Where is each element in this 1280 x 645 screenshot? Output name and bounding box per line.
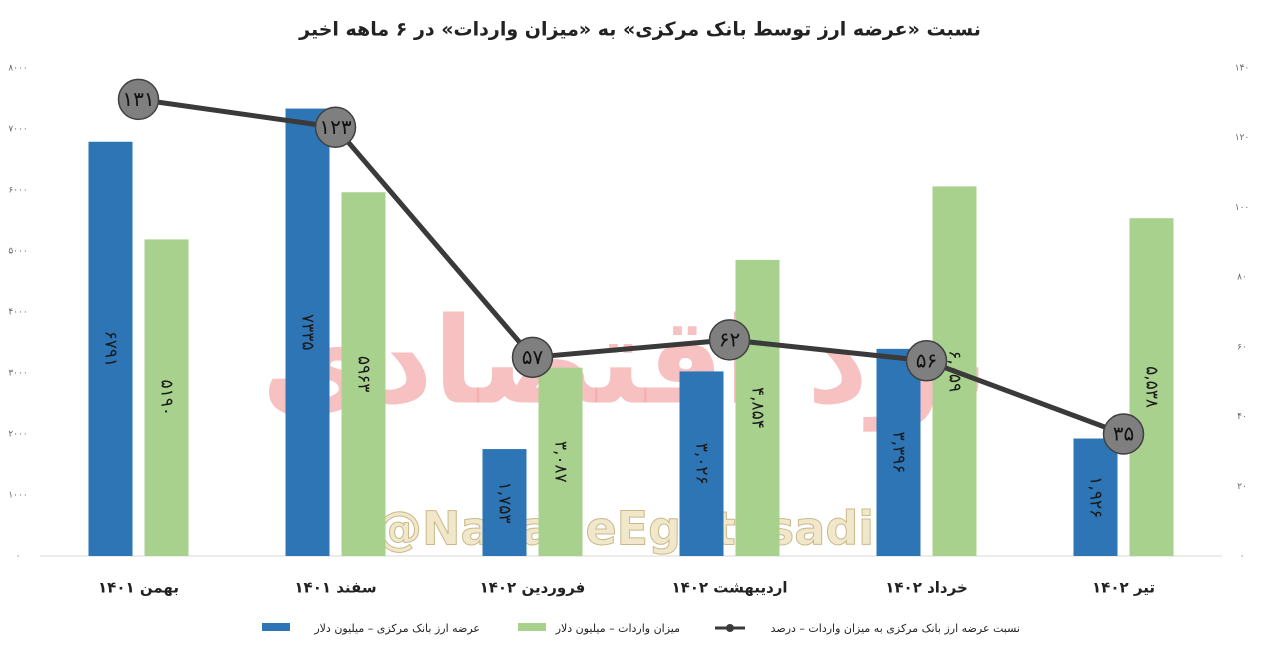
value-label: ۵۶ — [916, 348, 937, 372]
bar — [341, 192, 386, 556]
bar — [88, 141, 133, 556]
y2-tick-label: ۰ — [1240, 552, 1245, 562]
line — [138, 96, 1125, 437]
bar — [1129, 218, 1174, 556]
y2-tick-label: ۲۰ — [1237, 482, 1247, 492]
x-tick-label: سفند ۱۴۰۱ — [294, 579, 376, 597]
bar — [735, 259, 780, 556]
marker — [1102, 413, 1145, 455]
x-tick-label: اردیبهشت ۱۴۰۲ — [671, 579, 787, 597]
bar — [482, 449, 527, 556]
x-tick-label: تیر ۱۴۰۲ — [1092, 579, 1155, 597]
marker — [117, 78, 160, 121]
bar — [144, 239, 189, 556]
value-label: ۵۱۹۰ — [157, 379, 177, 416]
y2-tick-label: ۱۴۰ — [1235, 64, 1250, 74]
marker — [511, 336, 554, 379]
bar — [1073, 438, 1118, 556]
value-label: ۳,۰۸۷ — [551, 441, 571, 483]
legend-label: عرضه ارز بانک مرکزی – میلیون دلار — [313, 622, 480, 635]
legend-label: میزان واردات – میلیون دلار — [555, 622, 680, 635]
bar — [538, 367, 583, 556]
value-label: ۱۳۱ — [122, 87, 154, 111]
y2-tick-label: ۱۰۰ — [1235, 203, 1250, 213]
value-label: ۱۲۳ — [319, 115, 351, 139]
bar — [679, 371, 724, 556]
x-tick-label: فروردین ۱۴۰۲ — [480, 579, 586, 597]
value-label: ۶۷۹۱ — [101, 331, 121, 368]
watermark: @NavadeEghtesadi — [376, 502, 874, 556]
marker — [708, 319, 751, 361]
chart-title: نسبت «عرضه ارز توسط بانک مرکزی» به «میزا… — [298, 19, 981, 41]
value-label: ۵۷ — [522, 345, 544, 369]
y-tick-label: ۸۰۰۰ — [8, 64, 27, 74]
x-tick-label: بهمن ۱۴۰۱ — [98, 579, 179, 597]
y2-tick-label: ۱۲۰ — [1235, 133, 1250, 143]
y-tick-label: ۶۰۰۰ — [8, 186, 27, 196]
legend-swatch — [518, 623, 546, 631]
y2-tick-label: ۸۰ — [1237, 273, 1247, 283]
bar — [876, 348, 921, 556]
value-label: ۶۲ — [719, 327, 740, 351]
bar — [285, 108, 330, 556]
value-label: ۳,۳۹۶ — [889, 431, 909, 473]
y-tick-label: ۵۰۰۰ — [8, 247, 27, 257]
value-label: ۱,۷۵۳ — [495, 482, 515, 524]
y-tick-label: ۰ — [16, 552, 21, 562]
legend-label: نسبت عرضه ارز بانک مرکزی به میزان واردات… — [771, 622, 1020, 635]
y2-tick-label: ۴۰ — [1237, 412, 1247, 422]
value-label: ۳,۰۲۶ — [692, 443, 712, 485]
x-tick-label: خرداد ۱۴۰۲ — [885, 579, 968, 597]
y-tick-label: ۲۰۰۰ — [8, 430, 27, 440]
value-label: ۵۹۶۳ — [354, 356, 374, 393]
value-label: ۱,۹۲۶ — [1086, 476, 1106, 518]
y2-tick-label: ۶۰ — [1237, 342, 1247, 352]
value-label: ۴,۸۵۴ — [748, 387, 768, 429]
y-tick-label: ۷۰۰۰ — [8, 125, 27, 135]
marker — [314, 106, 357, 149]
y-tick-label: ۴۰۰۰ — [8, 308, 27, 318]
value-label: ۳۵ — [1113, 422, 1134, 446]
marker — [905, 340, 948, 382]
value-label: ۵,۵۳۸ — [1142, 366, 1162, 408]
y-tick-label: ۱۰۰۰ — [8, 491, 27, 501]
y-tick-label: ۳۰۰۰ — [8, 369, 27, 379]
legend-swatch — [262, 623, 290, 631]
value-label: ۷۳۳۵ — [298, 314, 318, 351]
legend-swatch — [726, 624, 734, 632]
